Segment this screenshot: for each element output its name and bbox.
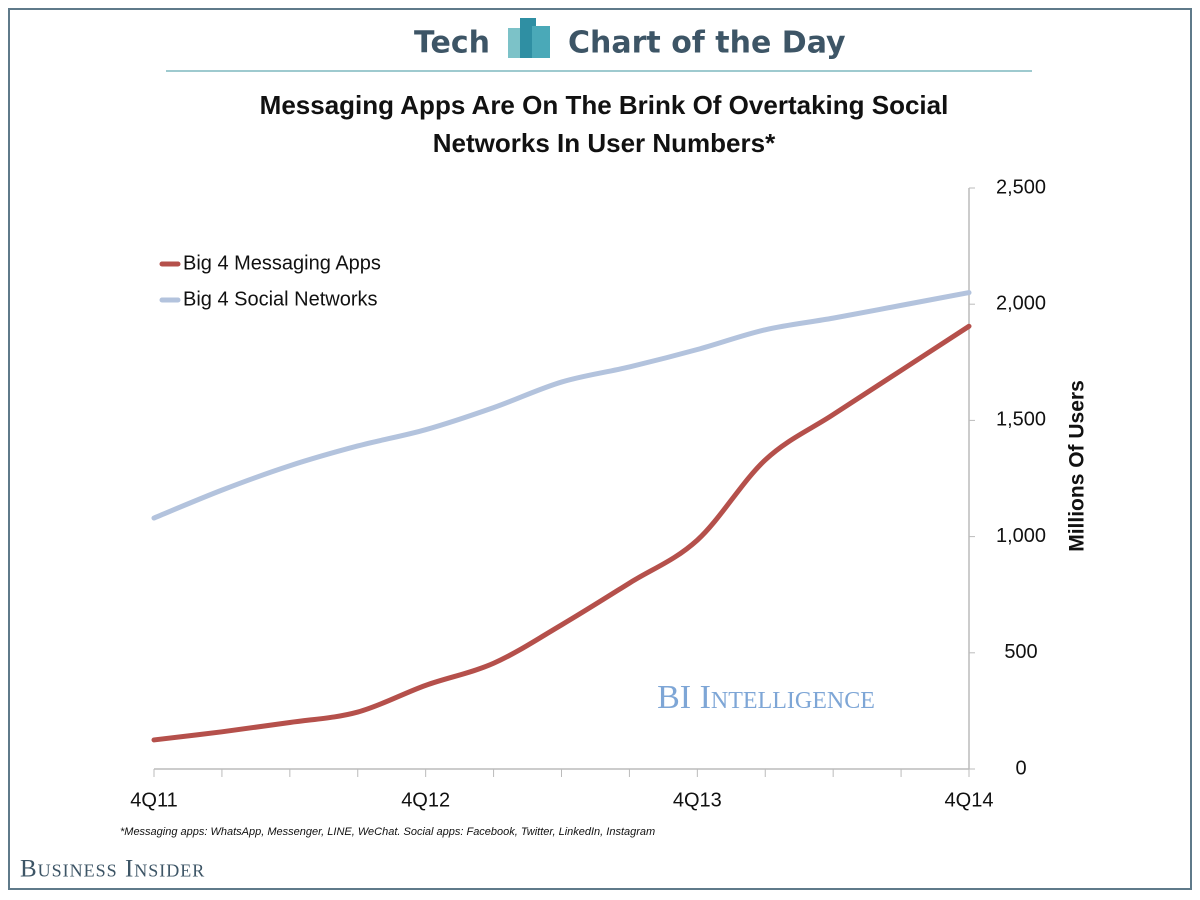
y-axis-label: Millions Of Users xyxy=(1066,380,1089,552)
y-tick-label: 0 xyxy=(1015,757,1026,779)
y-tick-label: 2,000 xyxy=(996,292,1046,314)
logo xyxy=(508,18,550,58)
legend-label: Big 4 Messaging Apps xyxy=(183,252,381,274)
x-tick-label: 4Q12 xyxy=(401,789,450,811)
y-tick-label: 1,500 xyxy=(996,409,1046,431)
chart-title: Messaging Apps Are On The Brink Of Overt… xyxy=(260,90,949,158)
frame xyxy=(8,8,1192,890)
header-section: Tech xyxy=(414,26,490,61)
y-tick-label: 500 xyxy=(1004,641,1037,663)
footnote: *Messaging apps: WhatsApp, Messenger, LI… xyxy=(120,826,655,838)
x-tick-label: 4Q13 xyxy=(673,789,722,811)
x-tick-label: 4Q14 xyxy=(945,789,994,811)
watermark: BI Intelligence xyxy=(657,679,875,716)
series-line xyxy=(151,290,972,521)
brand: Business Insider xyxy=(20,856,205,883)
header-label: Chart of the Day xyxy=(568,26,846,61)
legend-label: Big 4 Social Networks xyxy=(183,288,378,310)
y-tick-label: 2,500 xyxy=(996,176,1046,198)
x-tick-label: 4Q11 xyxy=(130,789,177,811)
y-tick-label: 1,000 xyxy=(996,525,1046,547)
series-line xyxy=(151,323,972,743)
